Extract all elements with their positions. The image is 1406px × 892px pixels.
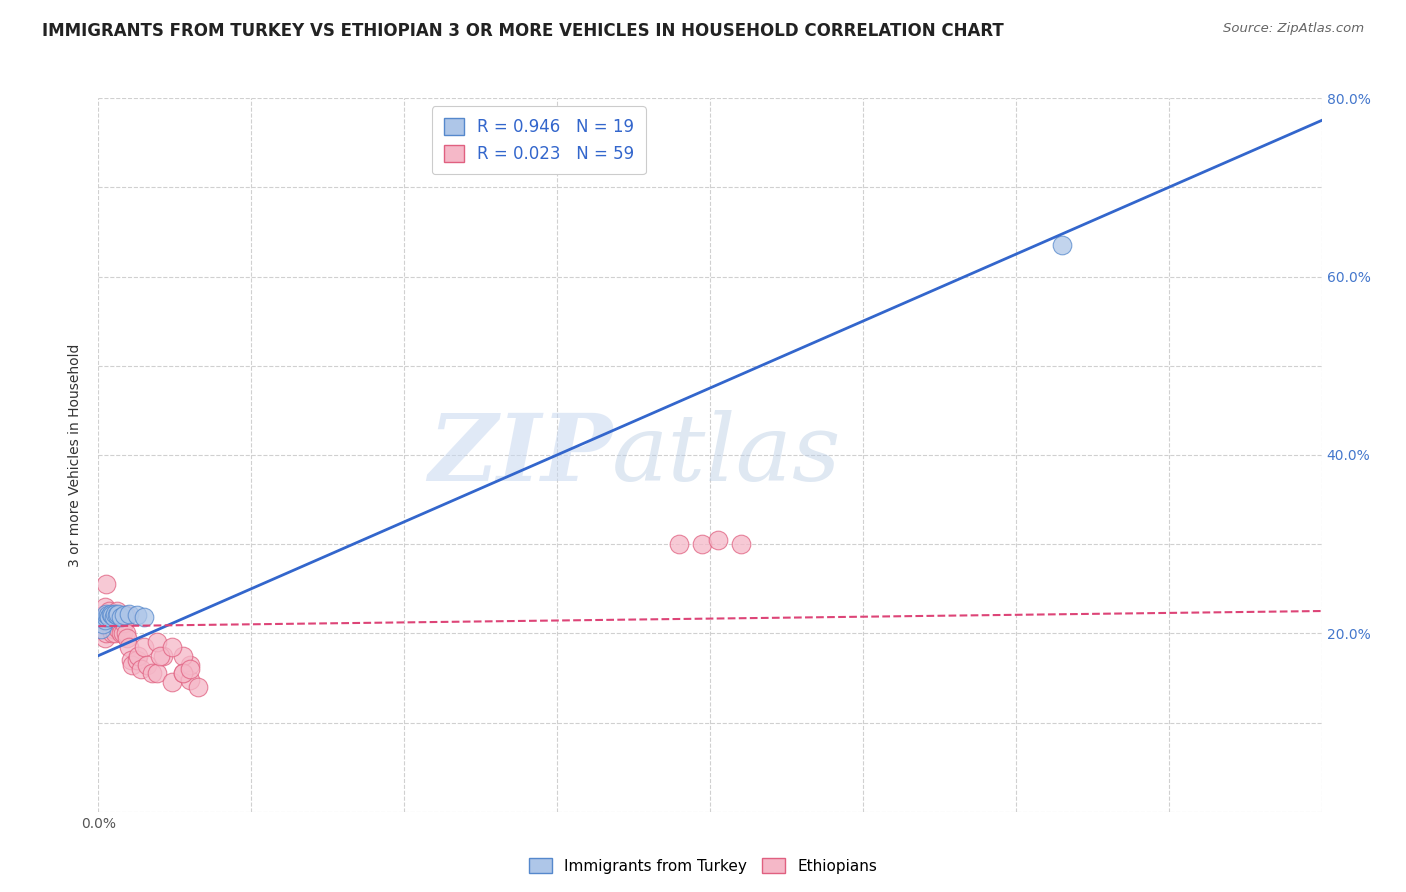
- Point: [104, 626, 127, 640]
- Legend: Immigrants from Turkey, Ethiopians: Immigrants from Turkey, Ethiopians: [523, 852, 883, 880]
- Point: [103, 622, 125, 636]
- Point: [105, 613, 128, 627]
- Point: [107, 622, 129, 636]
- Point: [141, 666, 163, 681]
- Point: [108, 617, 131, 632]
- Point: [101, 613, 124, 627]
- Point: [129, 662, 152, 676]
- Point: [730, 537, 752, 551]
- Point: [94, 610, 117, 624]
- Point: [118, 607, 141, 621]
- Point: [149, 648, 172, 663]
- Point: [692, 537, 714, 551]
- Point: [118, 640, 141, 654]
- Point: [97, 617, 120, 632]
- Point: [187, 680, 209, 694]
- Point: [1050, 238, 1073, 252]
- Point: [110, 626, 132, 640]
- Point: [100, 622, 122, 636]
- Point: [121, 657, 143, 672]
- Point: [107, 610, 129, 624]
- Point: [134, 610, 156, 624]
- Point: [93, 599, 115, 614]
- Point: [145, 666, 167, 681]
- Point: [101, 608, 124, 623]
- Point: [706, 533, 728, 547]
- Y-axis label: 3 or more Vehicles in Household: 3 or more Vehicles in Household: [69, 343, 83, 566]
- Legend: R = 0.946   N = 19, R = 0.023   N = 59: R = 0.946 N = 19, R = 0.023 N = 59: [432, 106, 645, 175]
- Point: [668, 537, 690, 551]
- Point: [101, 626, 124, 640]
- Point: [94, 577, 117, 591]
- Point: [152, 648, 174, 663]
- Point: [115, 608, 138, 623]
- Point: [160, 640, 183, 654]
- Text: IMMIGRANTS FROM TURKEY VS ETHIOPIAN 3 OR MORE VEHICLES IN HOUSEHOLD CORRELATION : IMMIGRANTS FROM TURKEY VS ETHIOPIAN 3 OR…: [42, 22, 1004, 40]
- Point: [105, 608, 128, 623]
- Point: [104, 607, 127, 621]
- Point: [111, 613, 134, 627]
- Point: [101, 617, 124, 632]
- Point: [97, 608, 120, 623]
- Point: [94, 607, 117, 621]
- Point: [100, 608, 122, 623]
- Point: [120, 653, 142, 667]
- Point: [110, 610, 132, 624]
- Point: [91, 617, 114, 632]
- Point: [90, 617, 112, 632]
- Point: [94, 626, 117, 640]
- Point: [107, 607, 129, 621]
- Point: [111, 626, 134, 640]
- Point: [145, 635, 167, 649]
- Point: [103, 608, 125, 623]
- Point: [105, 604, 128, 618]
- Point: [98, 617, 121, 632]
- Point: [93, 613, 115, 627]
- Point: [172, 666, 194, 681]
- Text: Source: ZipAtlas.com: Source: ZipAtlas.com: [1223, 22, 1364, 36]
- Text: ZIP: ZIP: [427, 410, 612, 500]
- Point: [110, 610, 132, 624]
- Point: [115, 626, 138, 640]
- Point: [125, 653, 148, 667]
- Point: [103, 610, 125, 624]
- Point: [91, 608, 114, 623]
- Point: [160, 675, 183, 690]
- Point: [94, 613, 117, 627]
- Point: [179, 657, 201, 672]
- Point: [125, 608, 148, 623]
- Point: [112, 608, 135, 623]
- Point: [172, 648, 194, 663]
- Point: [136, 657, 159, 672]
- Point: [127, 648, 149, 663]
- Point: [179, 662, 201, 676]
- Point: [117, 631, 139, 645]
- Point: [90, 622, 112, 636]
- Point: [179, 673, 201, 687]
- Point: [97, 608, 120, 623]
- Text: atlas: atlas: [612, 410, 842, 500]
- Point: [98, 604, 121, 618]
- Point: [112, 615, 135, 630]
- Point: [93, 631, 115, 645]
- Point: [98, 610, 121, 624]
- Point: [100, 607, 122, 621]
- Point: [91, 622, 114, 636]
- Point: [134, 640, 156, 654]
- Point: [172, 666, 194, 681]
